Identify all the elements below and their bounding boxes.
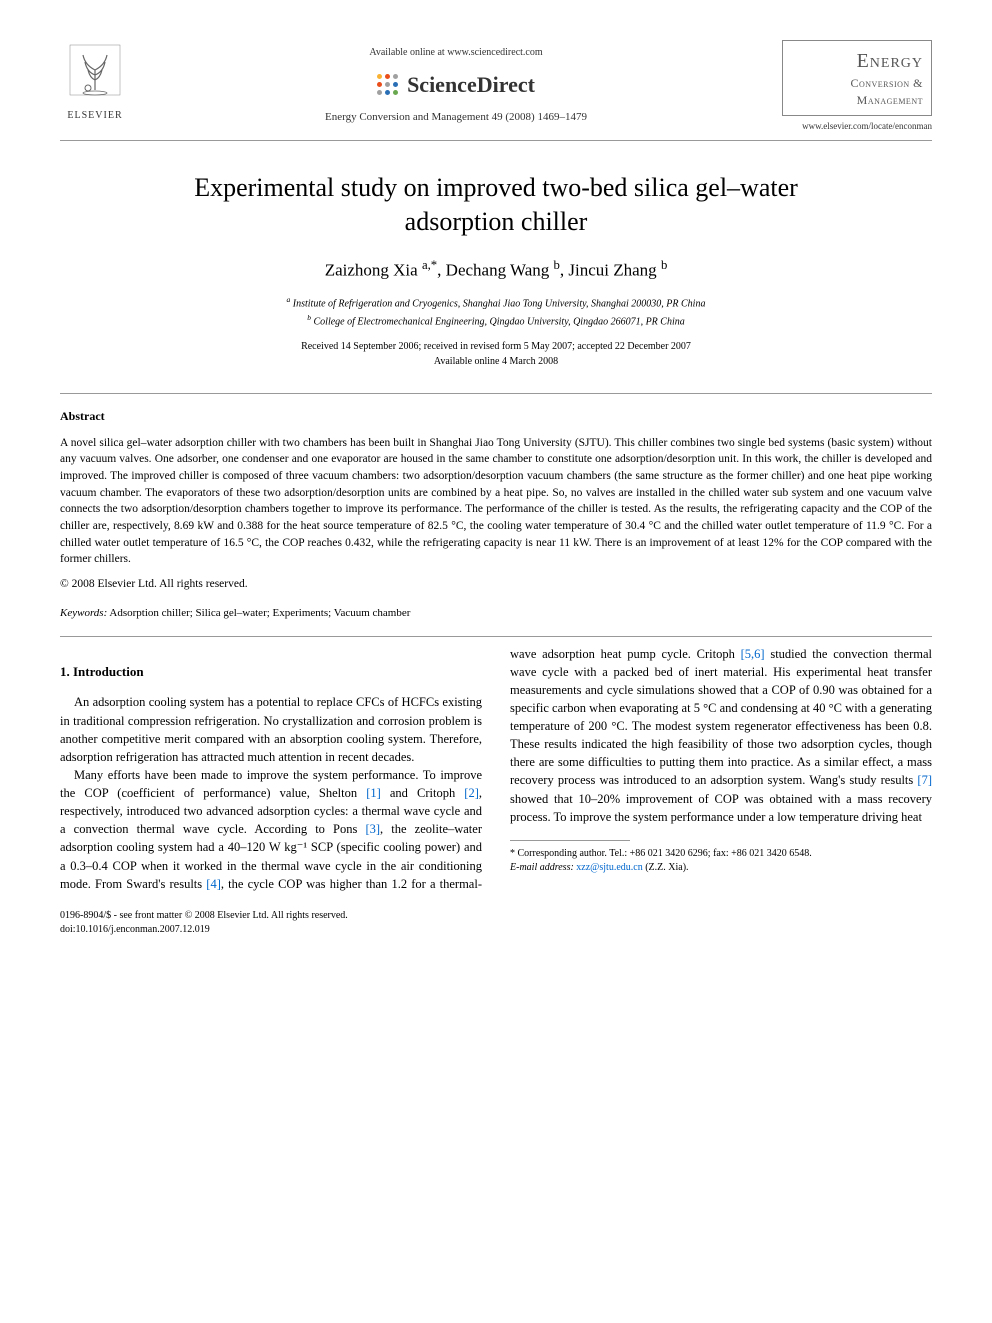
ref-link-56[interactable]: [5,6] — [741, 647, 765, 661]
affiliations: a Institute of Refrigeration and Cryogen… — [60, 294, 932, 329]
abstract-text: A novel silica gel–water adsorption chil… — [60, 435, 932, 568]
footnote-separator — [510, 840, 630, 841]
sciencedirect-logo: ScienceDirect — [377, 70, 535, 101]
journal-logo-block: Energy Conversion & Management www.elsev… — [782, 40, 932, 132]
email-link[interactable]: xzz@sjtu.edu.cn — [576, 862, 642, 873]
journal-title-main: Energy — [791, 47, 923, 75]
author-1: Zaizhong Xia — [325, 260, 418, 279]
article-title: Experimental study on improved two-bed s… — [140, 171, 852, 239]
page-header: ELSEVIER Available online at www.science… — [60, 40, 932, 132]
elsevier-logo: ELSEVIER — [60, 40, 130, 123]
email-label: E-mail address: — [510, 862, 576, 873]
author-3: Jincui Zhang — [568, 260, 656, 279]
article-body: 1. Introduction An adsorption cooling sy… — [60, 645, 932, 893]
intro-para-1: An adsorption cooling system has a poten… — [60, 693, 482, 766]
center-header: Available online at www.sciencedirect.co… — [130, 40, 782, 126]
corr-author-line: * Corresponding author. Tel.: +86 021 34… — [510, 847, 932, 861]
elsevier-label: ELSEVIER — [60, 109, 130, 123]
section-heading-intro: 1. Introduction — [60, 663, 482, 682]
keywords-label: Keywords: — [60, 607, 107, 619]
ref-link-1[interactable]: [1] — [366, 786, 381, 800]
footer-left: 0196-8904/$ - see front matter © 2008 El… — [60, 909, 348, 937]
dates-available: Available online 4 March 2008 — [60, 354, 932, 369]
journal-title-sub: Conversion & Management — [791, 75, 923, 109]
page-footer: 0196-8904/$ - see front matter © 2008 El… — [60, 909, 932, 937]
ref-link-2[interactable]: [2] — [464, 786, 479, 800]
copyright-line: © 2008 Elsevier Ltd. All rights reserved… — [60, 576, 932, 592]
journal-url: www.elsevier.com/locate/enconman — [782, 120, 932, 133]
elsevier-tree-icon — [65, 40, 125, 100]
citation-line: Energy Conversion and Management 49 (200… — [130, 110, 782, 125]
affiliation-b: b College of Electromechanical Engineeri… — [60, 312, 932, 329]
abstract-heading: Abstract — [60, 408, 932, 425]
available-online-text: Available online at www.sciencedirect.co… — [130, 46, 782, 60]
footer-copyright: 0196-8904/$ - see front matter © 2008 El… — [60, 909, 348, 923]
ref-link-3[interactable]: [3] — [365, 822, 380, 836]
affiliation-a: a Institute of Refrigeration and Cryogen… — [60, 294, 932, 311]
keywords: Keywords: Adsorption chiller; Silica gel… — [60, 606, 932, 621]
divider — [60, 636, 932, 637]
corresponding-author-footnote: * Corresponding author. Tel.: +86 021 34… — [510, 847, 932, 875]
author-2: Dechang Wang — [446, 260, 550, 279]
dates-received: Received 14 September 2006; received in … — [60, 339, 932, 354]
divider — [60, 393, 932, 394]
sciencedirect-dots-icon — [377, 74, 399, 96]
article-dates: Received 14 September 2006; received in … — [60, 339, 932, 369]
keywords-text: Adsorption chiller; Silica gel–water; Ex… — [107, 607, 410, 619]
divider — [60, 140, 932, 141]
footer-doi: doi:10.1016/j.enconman.2007.12.019 — [60, 923, 348, 937]
sciencedirect-text: ScienceDirect — [407, 70, 535, 101]
email-person: (Z.Z. Xia). — [643, 862, 689, 873]
ref-link-4[interactable]: [4] — [206, 877, 221, 891]
authors: Zaizhong Xia a,*, Dechang Wang b, Jincui… — [60, 257, 932, 282]
email-line: E-mail address: xzz@sjtu.edu.cn (Z.Z. Xi… — [510, 861, 932, 875]
ref-link-7[interactable]: [7] — [917, 773, 932, 787]
